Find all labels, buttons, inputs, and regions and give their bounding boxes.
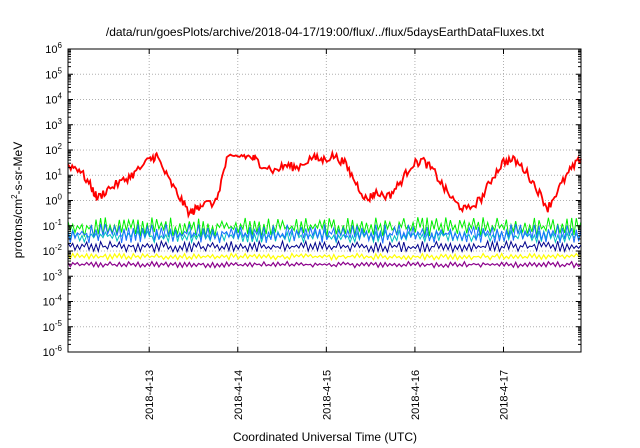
y-ticks: 10-6 10-5 10-4 10-3 10-2 10-1 100 101 102 103 104 1… bbox=[43, 41, 581, 359]
y-tick-label: 10-1 bbox=[43, 218, 63, 233]
y-tick-label: 10-6 bbox=[43, 344, 63, 359]
series-line bbox=[67, 217, 582, 238]
y-tick-label: 100 bbox=[45, 193, 62, 208]
series-line bbox=[67, 149, 582, 219]
y-tick-label: 106 bbox=[45, 41, 62, 56]
series-group bbox=[67, 149, 582, 269]
y-tick-label: 102 bbox=[45, 142, 62, 157]
grid bbox=[68, 49, 581, 352]
y-tick-label: 10-2 bbox=[43, 243, 63, 258]
x-tick-label: 2018-4-16 bbox=[410, 370, 422, 420]
y-tick-label: 10-5 bbox=[43, 319, 63, 334]
y-tick-label: 10-4 bbox=[43, 294, 63, 309]
series-line bbox=[67, 223, 582, 244]
y-tick-label: 10-3 bbox=[43, 268, 63, 283]
x-tick-label: 2018-4-13 bbox=[144, 370, 156, 420]
x-axis-label: Coordinated Universal Time (UTC) bbox=[233, 430, 417, 444]
y-tick-label: 101 bbox=[45, 167, 62, 182]
series-line bbox=[67, 239, 582, 254]
y-axis-label-rest: -s-sr-MeV bbox=[11, 142, 25, 195]
chart-title: /data/run/goesPlots/archive/2018-04-17/1… bbox=[106, 25, 545, 39]
y-tick-label: 104 bbox=[45, 92, 62, 107]
series-line bbox=[67, 260, 582, 269]
y-axis-label-base: protons/cm bbox=[11, 199, 25, 258]
y-axis-label: protons/cm2-s-sr-MeV bbox=[10, 142, 25, 258]
plot-frame bbox=[67, 48, 582, 353]
series-line bbox=[67, 228, 582, 245]
y-axis-label-sup: 2 bbox=[10, 194, 19, 199]
x-ticks: 2018-4-13 2018-4-14 2018-4-15 2018-4-16 2018… bbox=[144, 49, 510, 420]
x-tick-label: 2018-4-14 bbox=[233, 370, 245, 420]
y-tick-label: 105 bbox=[45, 66, 62, 81]
series-line bbox=[67, 252, 582, 262]
x-tick-label: 2018-4-15 bbox=[321, 370, 333, 420]
x-tick-label: 2018-4-17 bbox=[498, 370, 510, 420]
y-tick-label: 103 bbox=[45, 117, 62, 132]
